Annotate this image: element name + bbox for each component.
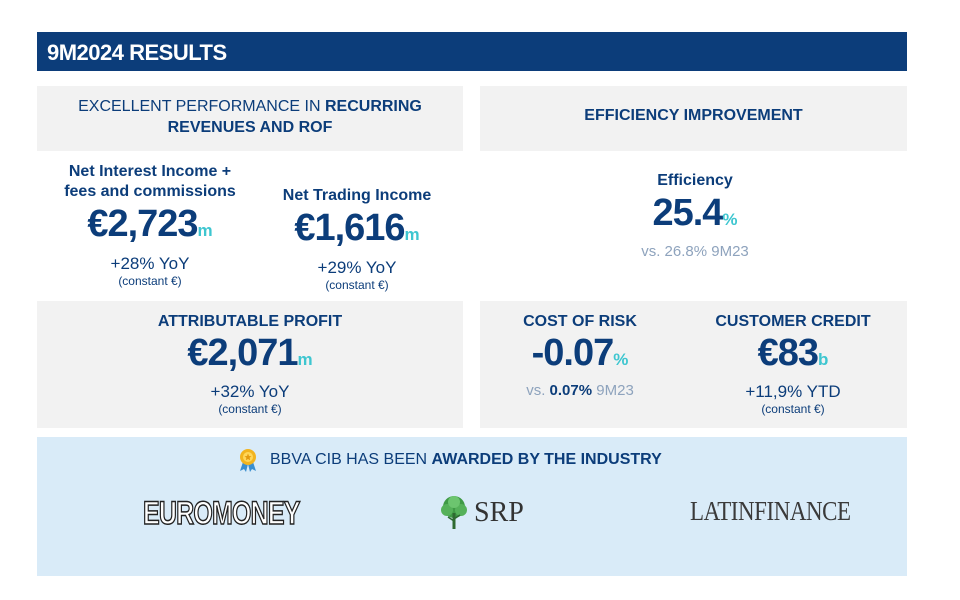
- kpi-net-interest-income: Net Interest Income + fees and commissio…: [40, 162, 260, 292]
- cor-comparison-suffix: 9M23: [592, 382, 634, 399]
- cor-unit: %: [613, 350, 629, 369]
- page-title: 9M2024 RESULTS: [47, 40, 227, 65]
- profit-value: €2,071: [187, 332, 298, 374]
- nii-delta: +28% YoY: [110, 254, 190, 273]
- nti-delta: +29% YoY: [317, 258, 397, 277]
- euromoney-logo: EUROMONEY: [142, 494, 301, 532]
- nii-unit: m: [197, 221, 213, 240]
- profit-note: (constant €): [218, 402, 282, 416]
- cor-value: -0.07: [531, 332, 615, 374]
- nti-unit: m: [404, 225, 420, 244]
- efficiency-label: Efficiency: [657, 172, 733, 189]
- cor-comparison: vs. 0.07% 9M23: [480, 382, 680, 399]
- profit-delta: +32% YoY: [210, 382, 290, 401]
- revenue-title-line2: REVENUES AND ROF: [167, 119, 333, 136]
- credit-unit: b: [818, 350, 829, 369]
- efficiency-value: 25.4: [652, 192, 723, 234]
- kpi-net-trading-income: Net Trading Income €1,616m +29% YoY (con…: [262, 186, 452, 296]
- risk-credit-panel: COST OF RISK -0.07% vs. 0.07% 9M23 CUSTO…: [480, 301, 907, 428]
- credit-delta: +11,9% YTD: [745, 382, 841, 401]
- credit-value: €83: [757, 332, 819, 374]
- efficiency-unit: %: [722, 210, 738, 229]
- profit-unit: m: [297, 350, 313, 369]
- nti-value: €1,616: [294, 207, 405, 249]
- efficiency-panel-title: EFFICIENCY IMPROVEMENT: [584, 107, 803, 124]
- awards-panel: BBVA CIB HAS BEEN AWARDED BY THE INDUSTR…: [37, 437, 907, 576]
- revenue-title-normal: EXCELLENT PERFORMANCE IN: [78, 98, 325, 115]
- kpi-cost-of-risk: COST OF RISK -0.07% vs. 0.07% 9M23: [480, 312, 680, 399]
- latinfinance-logo: LATINFINANCE: [690, 496, 851, 526]
- nii-label-line2: fees and commissions: [64, 183, 236, 200]
- nii-label-line1: Net Interest Income +: [68, 163, 232, 180]
- cor-label: COST OF RISK: [523, 313, 637, 330]
- awards-text-normal: BBVA CIB HAS BEEN: [270, 451, 432, 468]
- nii-note: (constant €): [118, 274, 182, 288]
- srp-logo: SRP: [438, 495, 524, 531]
- efficiency-comparison: vs. 26.8% 9M23: [641, 243, 749, 260]
- profit-label: ATTRIBUTABLE PROFIT: [157, 313, 343, 330]
- nti-note: (constant €): [325, 278, 389, 292]
- revenue-panel-header: EXCELLENT PERFORMANCE IN RECURRING REVEN…: [37, 86, 463, 151]
- kpi-efficiency: Efficiency 25.4% vs. 26.8% 9M23: [580, 171, 810, 271]
- award-medal-icon: [240, 449, 256, 472]
- nti-label: Net Trading Income: [282, 187, 432, 204]
- revenue-title-bold: RECURRING: [324, 98, 422, 115]
- tree-icon: [441, 496, 467, 529]
- awards-text-bold: AWARDED BY THE INDUSTRY: [431, 451, 662, 468]
- results-title-bar: 9M2024 RESULTS: [37, 32, 907, 71]
- credit-note: (constant €): [761, 402, 825, 416]
- nii-value: €2,723: [87, 203, 198, 245]
- srp-wordmark: SRP: [474, 497, 524, 528]
- kpi-customer-credit: CUSTOMER CREDIT €83b +11,9% YTD (constan…: [693, 312, 893, 416]
- cor-comparison-bold: 0.07%: [549, 382, 593, 399]
- efficiency-panel-header: EFFICIENCY IMPROVEMENT: [480, 86, 907, 151]
- cor-comparison-prefix: vs.: [526, 382, 550, 399]
- credit-label: CUSTOMER CREDIT: [715, 313, 871, 330]
- kpi-attributable-profit: ATTRIBUTABLE PROFIT €2,071m +32% YoY (co…: [37, 301, 463, 428]
- awards-heading: BBVA CIB HAS BEEN AWARDED BY THE INDUSTR…: [237, 448, 662, 472]
